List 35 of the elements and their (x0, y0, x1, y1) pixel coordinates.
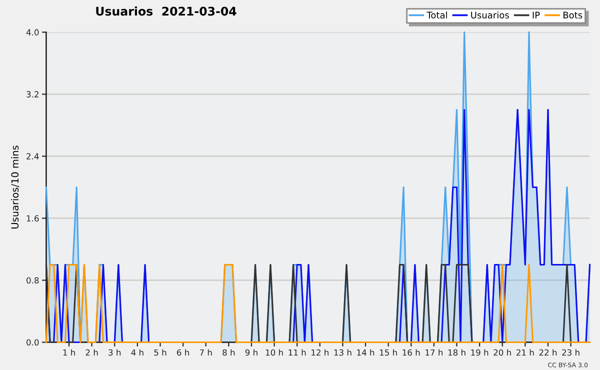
x-tick-label: 14 h (357, 349, 374, 356)
x-tick-label: 4 h (131, 349, 144, 356)
x-tick-label: 22 h (539, 349, 557, 356)
x-tick-label: 10 h (266, 349, 283, 356)
x-tick-label: 17 h (426, 349, 443, 356)
y-tick-label: 3.2 (26, 91, 38, 98)
x-tick-label: 19 h (471, 349, 488, 356)
legend-label: Total (426, 12, 447, 18)
legend-label: Bots (564, 12, 582, 18)
x-tick-label: 1 h (63, 349, 75, 356)
x-tick-label: 15 h (380, 349, 397, 356)
x-tick-label: 12 h (312, 349, 328, 356)
legend-label: Usuarios (471, 12, 509, 18)
x-tick-label: 8 h (222, 349, 235, 356)
x-tick-label: 3 h (108, 349, 121, 356)
legend-label: IP (532, 12, 540, 18)
x-tick-label: 5 h (154, 349, 166, 356)
x-tick-label: 20 h (494, 349, 511, 356)
x-tick-label: 6 h (177, 349, 189, 356)
y-tick-label: 0.0 (26, 339, 39, 346)
y-axis-title: Usuarios/10 mins (11, 146, 20, 228)
x-tick-label: 2 h (86, 349, 98, 356)
x-tick-label: 7 h (200, 349, 212, 356)
x-tick-label: 9 h (245, 349, 258, 356)
x-tick-label: 18 h (448, 349, 466, 356)
x-tick-label: 11 h (288, 349, 306, 356)
x-tick-label: 16 h (402, 349, 420, 356)
x-tick-label: 23 h (562, 349, 580, 356)
y-tick-label: 1.6 (26, 215, 39, 222)
y-tick-label: 4.0 (26, 29, 39, 36)
y-tick-label: 0.8 (26, 277, 39, 284)
x-tick-label: 13 h (334, 349, 352, 356)
y-tick-label: 2.4 (26, 153, 39, 160)
chart-title: Usuarios 2021-03-04 (96, 6, 236, 16)
x-tick-label: 21 h (516, 349, 534, 356)
